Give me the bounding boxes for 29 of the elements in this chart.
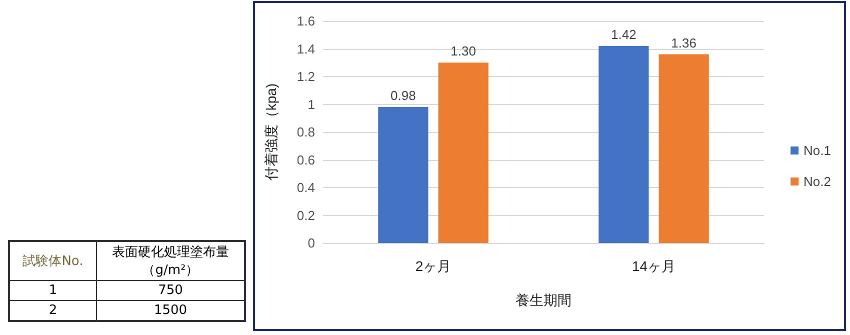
y-tick-label: 1 <box>308 96 315 112</box>
data-label: 1.30 <box>450 44 476 59</box>
bar <box>378 107 428 243</box>
legend-label: No.1 <box>804 143 832 158</box>
y-tick-label: 0.2 <box>296 208 315 223</box>
y-tick-label: 0.6 <box>296 152 315 168</box>
data-label: 1.36 <box>671 35 696 50</box>
bar <box>658 54 709 243</box>
text: 試験体No. <box>9 241 96 280</box>
text: 2 <box>9 300 96 320</box>
legend-label: No.2 <box>804 174 832 189</box>
text: 750 <box>96 280 245 300</box>
x-tick-label: 2ヶ月 <box>415 258 452 274</box>
data-label: 0.98 <box>390 88 416 104</box>
y-tick-label: 1.4 <box>296 41 315 56</box>
y-tick-label: 0.8 <box>296 124 315 140</box>
y-axis-title: 付着強度（kpa) <box>263 83 279 182</box>
x-axis-title: 養生期間 <box>516 292 572 308</box>
text: 1500 <box>96 300 245 320</box>
text: 表面硬化処理塗布量（g/m²） <box>96 241 245 280</box>
text: 1 <box>9 280 96 300</box>
y-tick-label: 1.6 <box>296 14 315 28</box>
x-tick-label: 14ヶ月 <box>632 258 676 274</box>
y-tick-label: 1.2 <box>296 69 315 84</box>
data-label: 1.42 <box>611 26 636 42</box>
bar <box>598 46 649 243</box>
y-tick-label: 0 <box>308 236 315 250</box>
bar <box>438 62 488 243</box>
y-tick-label: 0.4 <box>296 180 315 195</box>
